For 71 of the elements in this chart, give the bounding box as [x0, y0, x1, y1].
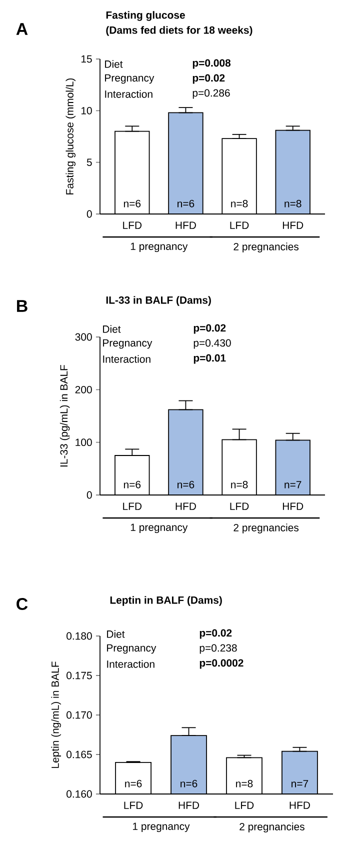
- annotation: Diet: [105, 60, 123, 68]
- text: 2 pregnancies: [240, 822, 304, 832]
- annotation: n=8: [231, 480, 248, 488]
- y-axis-title: IL-33 (pg/mL) in BALF: [60, 364, 70, 466]
- annotation: n=6: [124, 200, 141, 208]
- annotation: Pregnancy: [107, 644, 156, 654]
- y-tick-label: 0.180: [66, 632, 92, 640]
- text: 1 pregnancy: [133, 822, 190, 832]
- annotation: p=0.02: [200, 629, 232, 639]
- annotation: Interaction: [103, 355, 150, 363]
- x-tick-label: LFD: [230, 502, 249, 510]
- annotation: n=8: [236, 780, 253, 788]
- annotation: Interaction: [107, 660, 154, 668]
- annotation: n=6: [180, 780, 198, 788]
- annotation: n=6: [178, 480, 194, 488]
- x-tick-label: LFD: [124, 802, 143, 809]
- chart-title: Fasting glucose: [106, 11, 185, 21]
- text: Diet: [103, 325, 121, 333]
- y-axis-title: Fasting glucose (mmol/L): [66, 78, 76, 194]
- x-tick-label: LFD: [123, 222, 142, 229]
- x-tick-label: LFD: [235, 802, 254, 809]
- y-tick-label: 15: [81, 55, 92, 63]
- x-tick-label: HFD: [290, 802, 310, 809]
- chart-title: Leptin in BALF (Dams): [110, 596, 222, 606]
- text: B: [17, 300, 28, 312]
- x-tick-label: HFD: [178, 802, 200, 809]
- y-tick-label: 10: [81, 106, 92, 114]
- annotation: p=0.0002: [200, 659, 244, 669]
- x-tick-label: HFD: [176, 222, 196, 229]
- x-tick-label: HFD: [176, 502, 196, 510]
- annotation: n=8: [284, 200, 302, 208]
- y-tick-label: 300: [75, 333, 92, 341]
- annotation: p=0.430: [194, 339, 231, 349]
- y-tick-label: 0.160: [66, 790, 92, 798]
- x-tick-label: LFD: [230, 222, 249, 229]
- text: p=0.02: [194, 324, 226, 334]
- annotation: p=0.008: [192, 59, 231, 69]
- annotation: p=0.02: [192, 74, 225, 84]
- y-tick-label: 0: [86, 491, 92, 499]
- text: 1 pregnancy: [130, 524, 188, 534]
- annotation: p=0.238: [200, 644, 237, 654]
- text: 2 pregnancies: [234, 242, 299, 252]
- annotation: n=7: [292, 780, 308, 788]
- text: C: [16, 598, 28, 610]
- y-tick-label: 0.175: [66, 672, 92, 680]
- annotation: Pregnancy: [105, 74, 154, 84]
- text: 2 pregnancies: [234, 524, 299, 534]
- annotation: Pregnancy: [103, 339, 152, 349]
- annotation: n=8: [231, 200, 248, 208]
- y-tick-label: 0.170: [66, 711, 92, 719]
- annotation: n=6: [124, 480, 141, 488]
- annotation: Diet: [107, 630, 125, 638]
- annotation: p=0.286: [192, 89, 230, 99]
- y-tick-label: 0.165: [66, 750, 92, 758]
- annotation: n=6: [178, 200, 194, 208]
- x-tick-label: HFD: [282, 222, 304, 229]
- text: A: [16, 23, 28, 35]
- y-tick-label: 0: [86, 210, 92, 218]
- y-tick-label: 5: [86, 158, 92, 166]
- y-tick-label: 100: [76, 438, 92, 446]
- text: 1 pregnancy: [130, 242, 188, 252]
- chart-subtitle: (Dams fed diets for 18 weeks): [106, 26, 252, 36]
- annotation: n=6: [125, 780, 142, 788]
- y-tick-label: 200: [75, 386, 92, 394]
- annotation: Interaction: [105, 90, 152, 98]
- chart-title: IL-33 in BALF (Dams): [106, 296, 211, 306]
- x-tick-label: HFD: [282, 502, 304, 510]
- annotation: n=7: [284, 481, 302, 488]
- y-axis-title: Leptin (ng/mL) in BALF: [51, 662, 61, 768]
- x-tick-label: LFD: [123, 502, 142, 510]
- annotation: p=0.01: [194, 354, 226, 364]
